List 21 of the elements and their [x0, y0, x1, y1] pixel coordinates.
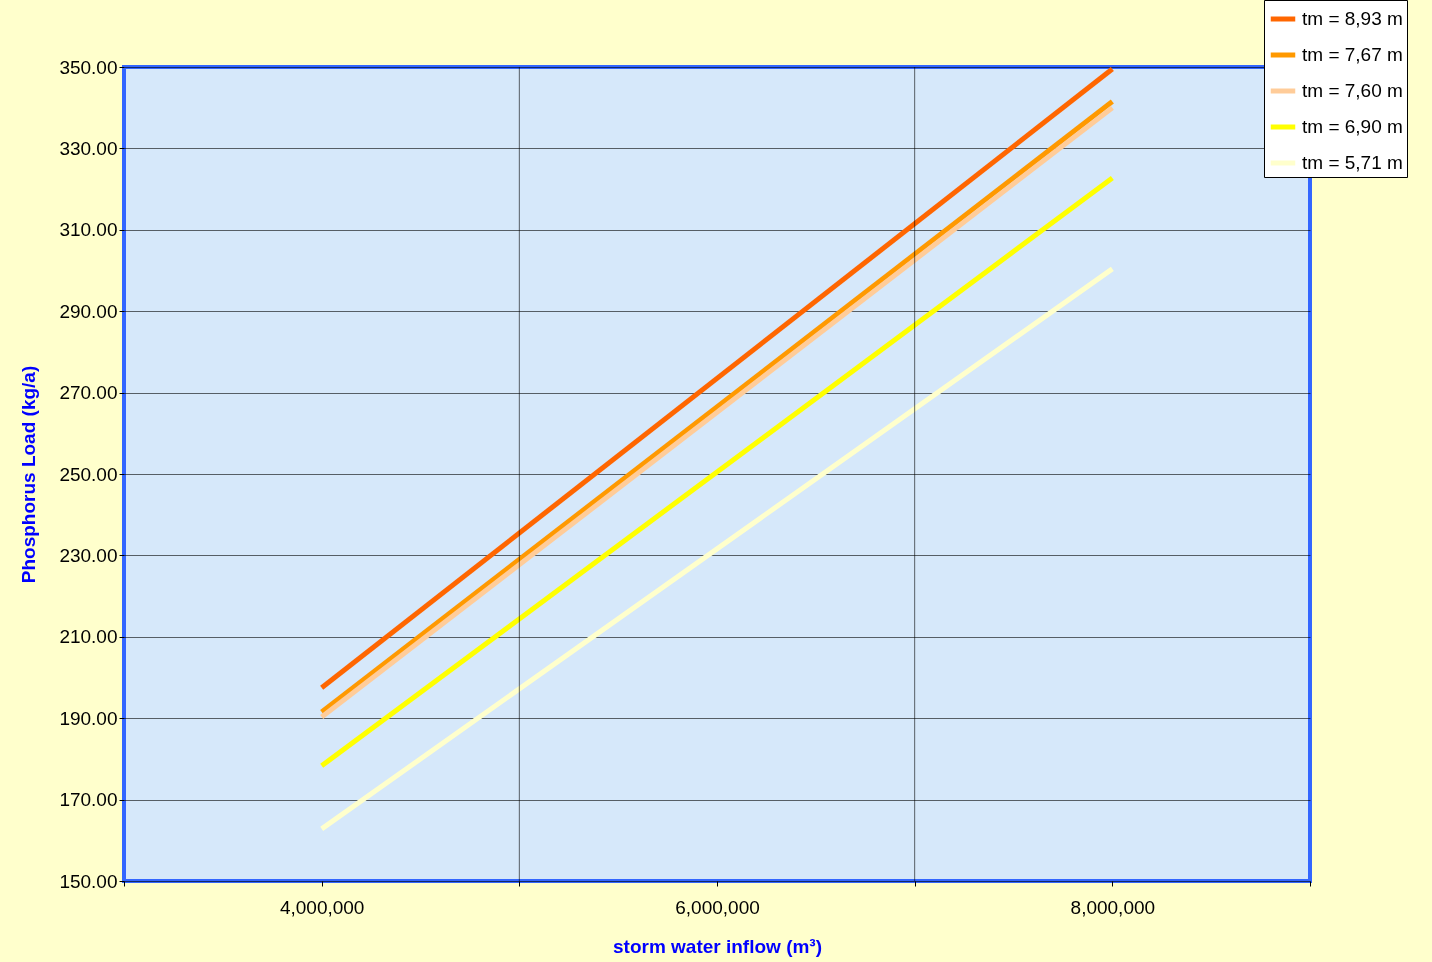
y-axis-title: Phosphorus Load (kg/a) [18, 365, 40, 584]
y-tick-label: 170.00 [59, 789, 118, 811]
x-tick-label: 6,000,000 [675, 896, 760, 918]
y-tick-label: 150.00 [59, 870, 118, 892]
legend-label: tm = 7,67 m [1302, 44, 1403, 65]
y-tick-label: 310.00 [59, 219, 118, 241]
y-tick-label: 210.00 [59, 626, 118, 648]
y-tick-label: 250.00 [59, 463, 118, 485]
y-tick-label: 330.00 [59, 137, 118, 159]
y-tick-label: 350.00 [59, 56, 118, 78]
legend-label: tm = 7,60 m [1302, 80, 1403, 101]
x-tick-label: 4,000,000 [279, 896, 365, 918]
x-tick-label: 8,000,000 [1070, 896, 1156, 918]
y-tick-label: 290.00 [59, 300, 118, 322]
y-tick-label: 270.00 [59, 382, 118, 404]
y-tick-label: 190.00 [59, 707, 118, 729]
legend-label: tm = 5,71 m [1302, 152, 1403, 173]
y-tick-label: 230.00 [59, 544, 118, 566]
legend-label: tm = 6,90 m [1302, 116, 1403, 137]
x-axis-title: storm water inflow (m³) [612, 935, 823, 957]
legend-label: tm = 8,93 m [1302, 8, 1403, 29]
